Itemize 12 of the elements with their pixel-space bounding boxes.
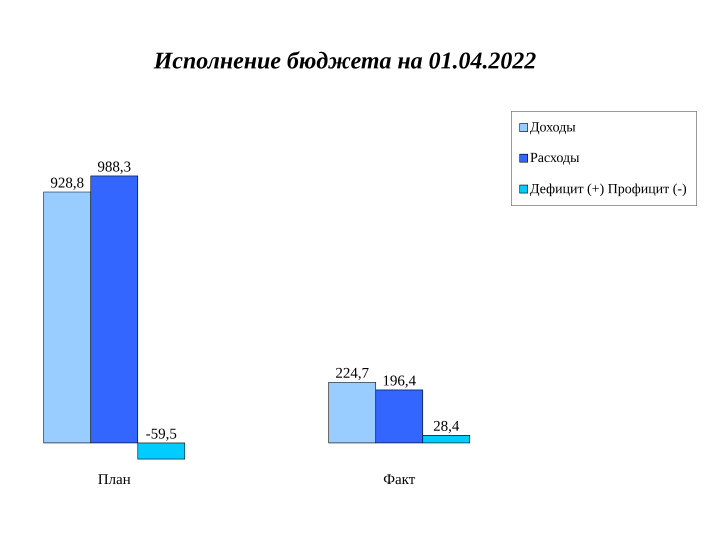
- x-tick-label: План: [98, 474, 130, 484]
- x-tick-label: Факт: [384, 474, 416, 484]
- data-label: 196,4: [384, 376, 416, 388]
- data-label: -59,5: [146, 428, 176, 441]
- data-label: 28,4: [434, 420, 460, 434]
- data-label: 988,3: [98, 162, 130, 174]
- legend-label: Дефицит (+) Профицит (-): [530, 183, 686, 196]
- data-label: 928,8: [50, 178, 84, 190]
- legend-label: Доходы: [530, 122, 576, 134]
- data-label: 224,7: [336, 368, 369, 380]
- chart-title: Исполнение бюджета на 01.04.2022: [154, 51, 536, 69]
- legend-label: Расходы: [530, 152, 580, 165]
